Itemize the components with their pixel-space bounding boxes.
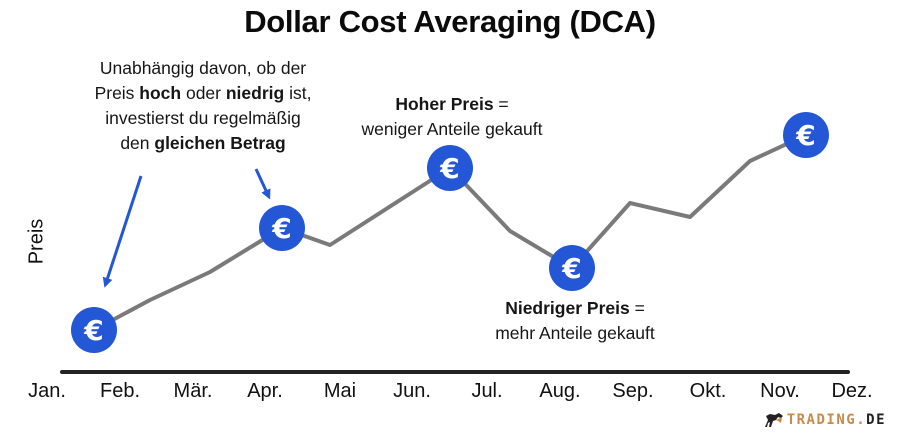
euro-icon: € — [561, 252, 581, 285]
marker-circle — [259, 205, 305, 251]
x-tick-label: Aug. — [539, 380, 581, 402]
euro-marker: € — [259, 205, 305, 251]
annotation-low-price: Niedriger Preis = mehr Anteile gekauft — [455, 296, 695, 346]
text: = — [629, 298, 645, 318]
annotation-same-amount: Unabhängig davon, ob der Preis hoch oder… — [58, 56, 348, 156]
text: ist, — [284, 83, 312, 103]
x-tick-label: Feb. — [99, 380, 141, 402]
annotation-line: Hoher Preis = — [322, 92, 582, 117]
euro-marker: € — [71, 307, 117, 353]
chart-title: Dollar Cost Averaging (DCA) — [244, 4, 656, 39]
annotation-line: den gleichen Betrag — [58, 131, 348, 156]
trading-de-logo: TRADING.DE — [763, 411, 886, 429]
x-axis-labels: Jan. Feb. Mär. Apr. Mai Jun. Jul. Aug. Sep. Okt. N… — [0, 380, 900, 410]
marker-circle — [783, 112, 829, 158]
x-tick-label: Mär. — [173, 380, 213, 402]
x-tick-label: Apr. — [247, 380, 283, 402]
x-tick-label: Jan. — [28, 380, 66, 402]
bold-text: Hoher Preis — [395, 94, 494, 114]
bold-text: niedrig — [225, 83, 285, 103]
euro-marker: € — [783, 112, 829, 158]
euro-icon: € — [83, 314, 103, 347]
euro-marker: € — [427, 145, 473, 191]
x-tick-label: Mai — [323, 380, 357, 402]
annotation-line: investierst du regelmäßig — [105, 108, 301, 128]
text: oder — [181, 83, 226, 103]
price-line — [93, 133, 807, 332]
euro-markers: € € € € € — [71, 112, 829, 353]
x-tick-label: Nov. — [760, 380, 800, 402]
text: den — [120, 133, 155, 153]
euro-icon: € — [271, 212, 291, 245]
bold-text: Niedriger Preis — [505, 298, 630, 318]
annotation-line: Niedriger Preis = — [455, 296, 695, 321]
logo-text-main: TRADING. — [786, 412, 867, 428]
annotation-high-price: Hoher Preis = weniger Anteile gekauft — [322, 92, 582, 142]
marker-circle — [549, 245, 595, 291]
text: = — [493, 94, 509, 114]
x-tick-label: Okt. — [689, 380, 727, 402]
logo-text: TRADING.DE — [787, 412, 886, 428]
bold-text: hoch — [139, 83, 182, 103]
text: Preis — [94, 83, 140, 103]
euro-icon: € — [439, 152, 459, 185]
logo-text-suffix: DE — [866, 412, 886, 428]
annotation-line: Unabhängig davon, ob der — [99, 58, 307, 78]
bull-icon — [764, 413, 783, 427]
arrow-to-jan-marker — [102, 175, 143, 288]
bold-text: gleichen Betrag — [154, 133, 286, 153]
x-tick-label: Jul. — [471, 380, 503, 402]
annotation-line: weniger Anteile gekauft — [361, 119, 543, 139]
marker-circle — [427, 145, 473, 191]
marker-circle — [71, 307, 117, 353]
annotation-line: Preis hoch oder niedrig ist, — [58, 81, 348, 106]
x-tick-label: Dez. — [831, 380, 873, 402]
euro-marker: € — [549, 245, 595, 291]
annotation-line: mehr Anteile gekauft — [495, 323, 655, 343]
arrow-to-apr-marker — [254, 168, 271, 200]
euro-icon: € — [795, 119, 815, 152]
x-tick-label: Sep. — [612, 380, 654, 402]
x-tick-label: Jun. — [393, 380, 431, 402]
